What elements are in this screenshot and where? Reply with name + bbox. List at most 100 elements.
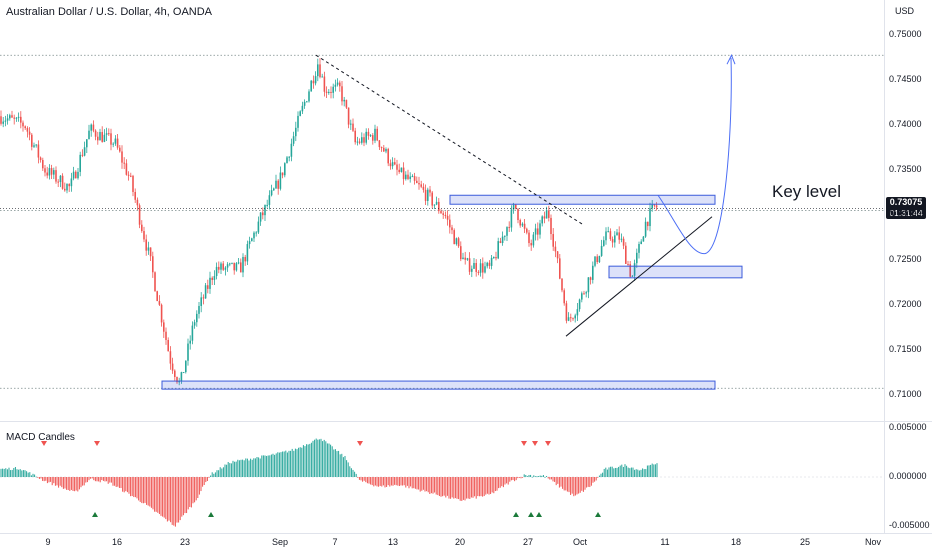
candle-body xyxy=(385,149,387,152)
candle-body xyxy=(614,235,616,243)
macd-bar xyxy=(110,477,112,483)
candle-body xyxy=(251,238,253,242)
candle-body xyxy=(163,322,165,332)
macd-bar xyxy=(34,474,36,478)
candle-body xyxy=(398,169,400,172)
macd-bar xyxy=(139,477,141,502)
candle-body xyxy=(530,243,532,246)
candle-body xyxy=(576,309,579,316)
candle-body xyxy=(323,76,326,92)
macd-bar xyxy=(546,475,548,478)
candle-body xyxy=(4,120,7,122)
candle-body xyxy=(343,99,345,102)
macd-bar xyxy=(48,477,50,483)
macd-bar xyxy=(498,477,500,489)
macd-bar xyxy=(258,457,260,478)
macd-bar xyxy=(470,477,472,498)
candle-body xyxy=(185,360,187,373)
candle-body xyxy=(631,275,634,277)
macd-bar xyxy=(99,477,101,483)
macd-bar xyxy=(448,477,450,499)
macd-bar xyxy=(507,477,509,485)
macd-bar xyxy=(374,477,376,486)
candle-body xyxy=(644,221,647,237)
candle-body xyxy=(541,216,543,224)
macd-bar xyxy=(533,475,535,478)
candle-body xyxy=(651,204,653,209)
macd-bar xyxy=(242,459,244,478)
macd-bar xyxy=(626,465,628,478)
macd-bar xyxy=(88,477,90,481)
macd-bar xyxy=(435,477,437,495)
macd-bar xyxy=(174,477,176,527)
chart-title: Australian Dollar / U.S. Dollar, 4h, OAN… xyxy=(6,6,213,18)
candle-body xyxy=(552,234,554,247)
macd-bar xyxy=(563,477,565,491)
candle-body xyxy=(642,236,645,242)
candle-body xyxy=(435,201,438,205)
macd-bar xyxy=(571,477,573,494)
candle-body xyxy=(169,351,172,364)
macd-bar xyxy=(357,477,359,478)
candle-body xyxy=(453,230,455,245)
candle-body xyxy=(521,223,524,226)
time-tick-label: 18 xyxy=(730,537,742,547)
macd-bar xyxy=(24,470,26,478)
candle-body xyxy=(66,184,68,191)
candle-body xyxy=(587,277,590,293)
time-tick-label: 9 xyxy=(45,537,51,547)
macd-bar xyxy=(411,477,413,489)
macd-bar xyxy=(430,477,432,494)
macd-bar xyxy=(94,477,96,482)
macd-bar xyxy=(440,477,442,497)
macd-bar xyxy=(219,467,221,478)
macd-bar xyxy=(93,477,95,481)
candle-body xyxy=(191,325,194,341)
macd-bar xyxy=(560,477,562,487)
macd-bar xyxy=(80,477,82,488)
macd-bar xyxy=(482,477,484,497)
candle-body xyxy=(427,189,429,201)
time-tick-label: 7 xyxy=(332,537,338,547)
macd-bar xyxy=(550,477,552,480)
macd-bar xyxy=(422,477,424,490)
macd-bar xyxy=(640,469,642,478)
trendline-1 xyxy=(565,216,713,337)
macd-bar xyxy=(256,457,258,478)
macd-bar xyxy=(488,477,490,495)
macd-bar xyxy=(43,477,45,482)
trendline-0 xyxy=(315,54,583,225)
macd-bar xyxy=(339,454,341,478)
candle-body xyxy=(380,147,383,149)
macd-bar xyxy=(146,477,148,505)
macd-bar xyxy=(509,477,511,482)
macd-bar xyxy=(290,450,292,478)
macd-bar xyxy=(323,439,325,478)
macd-bar xyxy=(512,477,514,480)
macd-bar xyxy=(349,466,351,478)
candle-body xyxy=(121,151,123,163)
macd-bar xyxy=(85,477,87,483)
candle-body xyxy=(310,80,312,92)
current-price-value: 0.73075 xyxy=(889,197,923,207)
macd-bar xyxy=(75,477,77,491)
sell-signal-marker xyxy=(521,441,527,446)
candle-body xyxy=(523,223,526,229)
macd-bar xyxy=(320,438,322,478)
candle-body xyxy=(416,180,418,184)
price-tick-label: 0.71000 xyxy=(889,388,922,399)
candle-body xyxy=(545,210,548,219)
candle-body xyxy=(312,80,315,84)
macd-bar xyxy=(206,477,208,482)
macd-bar xyxy=(126,477,128,493)
candle-body xyxy=(211,277,213,280)
macd-bar xyxy=(368,477,370,484)
candle-body xyxy=(284,163,286,176)
macd-bar xyxy=(224,464,226,478)
macd-bar xyxy=(205,477,207,483)
candle-body xyxy=(429,189,431,193)
macd-bar xyxy=(426,477,428,492)
buy-signal-marker xyxy=(536,512,542,517)
macd-bar xyxy=(250,458,252,478)
